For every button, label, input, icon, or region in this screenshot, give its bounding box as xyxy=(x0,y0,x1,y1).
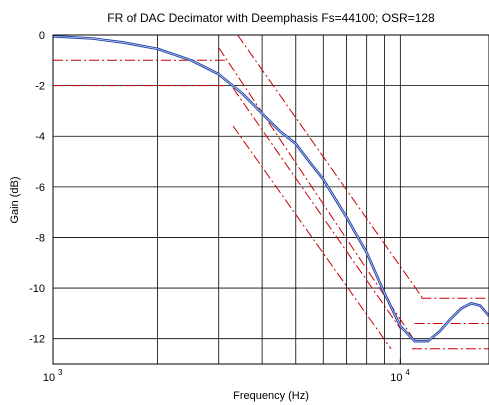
x-tick-exponent: 3 xyxy=(58,368,63,377)
x-tick-label: 10 xyxy=(43,372,55,384)
x-tick-exponent: 4 xyxy=(405,368,410,377)
y-tick-label: -8 xyxy=(35,232,45,244)
y-axis-label: Gain (dB) xyxy=(9,176,21,223)
plot-frame xyxy=(52,34,489,365)
tolerance-lines xyxy=(53,34,489,350)
plot-area xyxy=(53,35,489,364)
y-tick-label: -2 xyxy=(35,81,45,93)
y-tick-label: -4 xyxy=(35,131,45,143)
x-tick-label: 10 xyxy=(390,372,402,384)
chart-title: FR of DAC Decimator with Deemphasis Fs=4… xyxy=(107,11,435,25)
y-tick-label: 0 xyxy=(39,30,45,42)
y-tick-label: -6 xyxy=(35,182,45,194)
x-axis-label: Frequency (Hz) xyxy=(233,390,309,402)
y-tick-label: -12 xyxy=(29,334,45,346)
y-tick-label: -10 xyxy=(29,283,45,295)
tolerance-line xyxy=(218,47,414,339)
response-curve-highlight xyxy=(52,35,489,342)
series-group xyxy=(52,35,489,343)
grid xyxy=(53,35,489,364)
tolerance-line xyxy=(232,125,392,350)
tolerance-line xyxy=(232,87,401,329)
